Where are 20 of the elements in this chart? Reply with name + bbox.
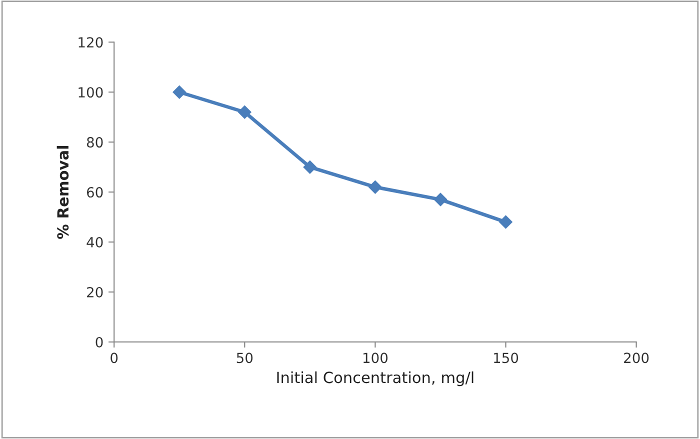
y-tick-label: 120	[78, 37, 103, 48]
y-tick-label: 100	[78, 87, 103, 98]
point	[238, 106, 252, 119]
x-tick-label: 100	[363, 352, 388, 364]
x-tick-label: 0	[110, 352, 118, 364]
point	[499, 215, 512, 229]
y-tick-label: 60	[86, 187, 103, 198]
x-tick-label: 50	[236, 352, 253, 364]
y-tick-label: 40	[86, 237, 103, 248]
point	[303, 160, 317, 174]
x-tick-label: 150	[494, 352, 518, 364]
x-tick-label: 200	[624, 352, 649, 364]
x-axis-title: Initial Concentration, mg/l	[277, 371, 474, 386]
y-tick-label: 20	[87, 286, 103, 298]
point	[368, 180, 382, 194]
point	[172, 86, 186, 99]
y-tick-label: 80	[86, 137, 103, 148]
y-axis-title: % Removal	[56, 146, 69, 239]
point	[434, 192, 448, 206]
y-tick-label: 0	[96, 336, 103, 348]
